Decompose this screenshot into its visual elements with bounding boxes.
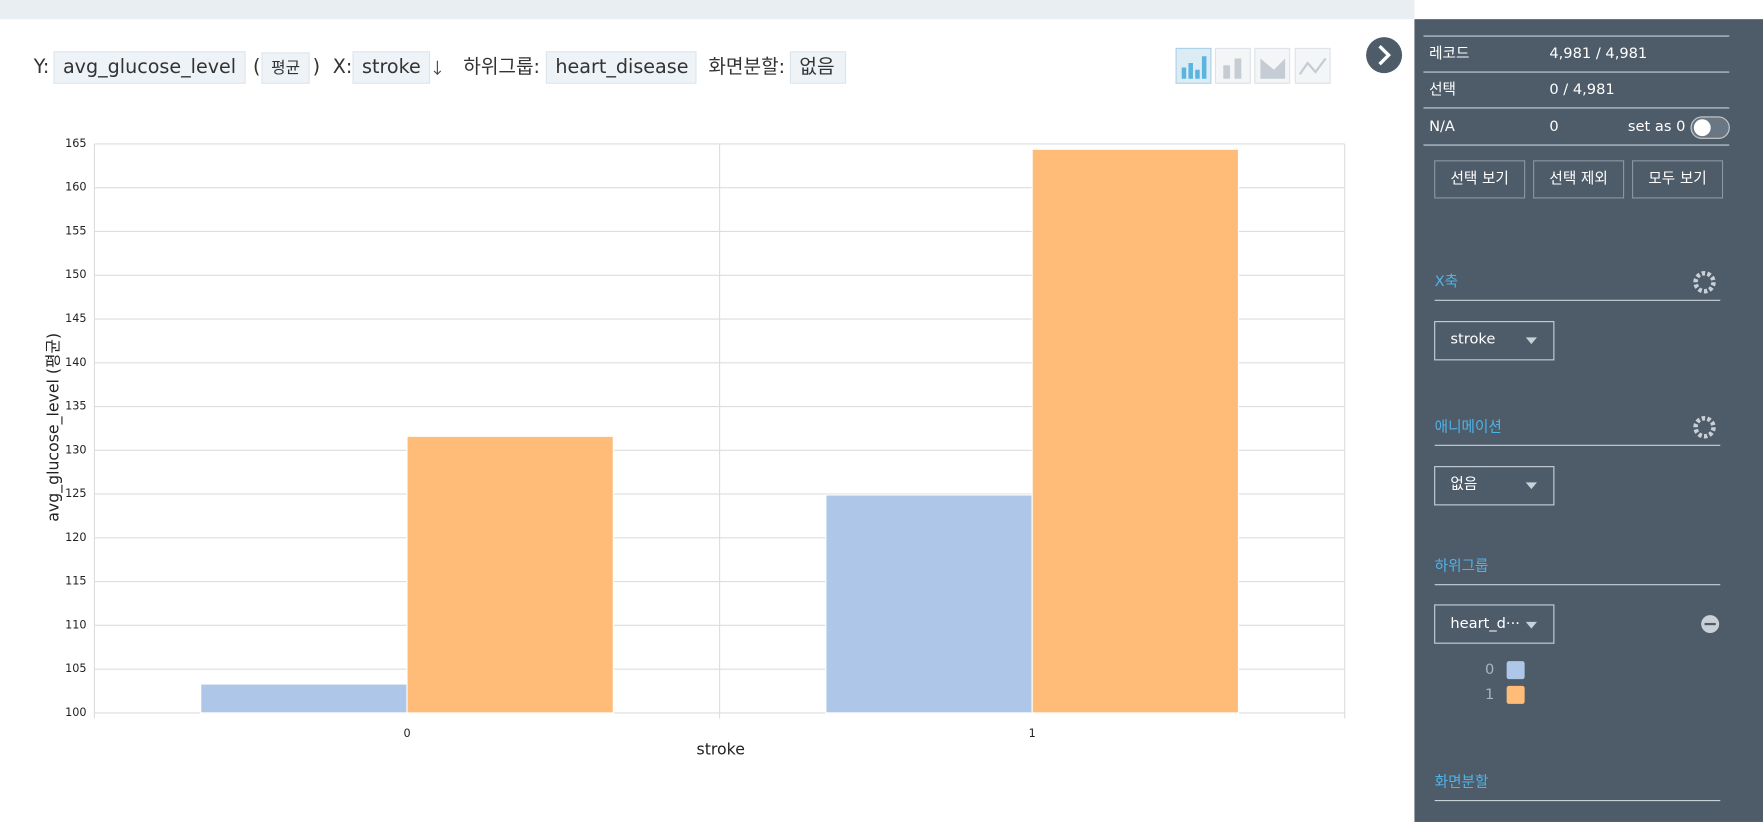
y-field[interactable]: avg_glucose_level — [63, 55, 236, 78]
button[interactable] — [1434, 160, 1526, 199]
y-tick-label: 140 — [65, 356, 86, 369]
legend-label: 1 — [1485, 686, 1494, 703]
y-tick-label: 120 — [65, 531, 86, 544]
caret — [1525, 482, 1538, 490]
sidebar: 레코드 4,981 / 4,981 선택 0 / 4,981 N/A 0 set… — [1414, 19, 1763, 822]
x-field[interactable]: stroke — [362, 55, 421, 78]
bar — [1031, 148, 1240, 714]
stat-value: 4,981 / 4,981 — [1549, 45, 1647, 62]
bar — [406, 435, 614, 714]
y-label: Y: — [33, 55, 50, 78]
bar — [825, 494, 1033, 714]
y-tick-label: 130 — [65, 443, 86, 456]
chart-type-icons — [1175, 47, 1331, 84]
icon-bar-glyph — [1181, 56, 1207, 79]
icon-area-glyph — [1260, 58, 1286, 79]
chart: stroke avg_glucose_level (평균) 100 105 110 1… — [43, 137, 1346, 758]
section-title: 하위그룹 — [1435, 558, 1489, 575]
arrow — [1378, 44, 1391, 66]
settings-icon[interactable] — [1693, 416, 1716, 439]
toggle-knob — [1693, 119, 1711, 137]
stat-label: 레코드 — [1429, 45, 1469, 62]
section-title: 화면분할 — [1435, 774, 1489, 791]
icon-line-glyph — [1298, 57, 1327, 75]
paren: ) — [313, 55, 320, 78]
caret — [1525, 337, 1538, 345]
x-axis-title: stroke — [697, 739, 745, 758]
y-axis-title: avg_glucose_level (평균) — [43, 333, 63, 522]
subgroup-label: 하위그룹: — [463, 55, 540, 78]
x-tick-label: 1 — [1029, 727, 1036, 740]
y-tick-label: 105 — [65, 662, 86, 675]
legend-label: 0 — [1485, 661, 1494, 678]
split-label: 화면분할: — [708, 55, 785, 78]
stat-label: N/A — [1429, 118, 1455, 135]
legend-swatch — [1506, 661, 1525, 680]
y-field-box[interactable] — [53, 51, 246, 84]
toggle-panel-button[interactable] — [1366, 37, 1403, 74]
y-tick-label: 160 — [65, 181, 86, 194]
settings-icon[interactable] — [1693, 271, 1716, 294]
button-label[interactable]: 선택 제외 — [1549, 170, 1607, 187]
dropdown-value[interactable]: heart_d··· — [1450, 615, 1519, 632]
y-tick-label: 165 — [65, 137, 86, 150]
stat-value: 0 — [1549, 118, 1558, 135]
y-tick-label: 145 — [65, 312, 86, 325]
y-tick-label: 150 — [65, 268, 86, 281]
icon-stacked[interactable] — [1214, 47, 1251, 84]
stat-label: 선택 — [1429, 81, 1456, 98]
button[interactable] — [1533, 160, 1625, 199]
dropdown-value[interactable]: 없음 — [1450, 476, 1477, 493]
icon-stacked-glyph — [1223, 58, 1242, 79]
y-tick-label: 155 — [65, 224, 86, 237]
split-box[interactable] — [789, 51, 847, 84]
caret — [1525, 621, 1538, 629]
agg-box[interactable] — [261, 52, 310, 84]
x-tick-label: 0 — [403, 727, 410, 740]
y-tick-label: 110 — [65, 618, 86, 631]
subgroup-box[interactable] — [545, 51, 697, 84]
icon-line[interactable] — [1294, 47, 1331, 84]
button[interactable] — [1632, 160, 1724, 199]
agg[interactable]: 평균 — [271, 58, 300, 77]
stat-value: 0 / 4,981 — [1549, 81, 1614, 98]
section-title: 애니메이션 — [1435, 418, 1502, 435]
button-label[interactable]: 선택 보기 — [1450, 170, 1508, 187]
split-value[interactable]: 없음 — [799, 55, 834, 78]
bar — [200, 683, 408, 714]
legend-swatch — [1506, 685, 1525, 704]
subgroup-field[interactable]: heart_disease — [555, 55, 688, 78]
dropdown-value[interactable]: stroke — [1450, 331, 1495, 348]
top-bar — [0, 0, 1415, 20]
set-as-0-label: set as 0 — [1628, 118, 1685, 135]
y-tick-label: 115 — [65, 575, 86, 588]
x-field-box[interactable] — [352, 51, 431, 84]
paren: ( — [253, 55, 260, 78]
button-label[interactable]: 모두 보기 — [1648, 170, 1706, 187]
y-tick-label: 100 — [65, 706, 86, 719]
y-tick-label: 135 — [65, 400, 86, 413]
sort-icon[interactable] — [433, 60, 442, 76]
section-title: X축 — [1435, 273, 1458, 290]
y-tick-label: 125 — [65, 487, 86, 500]
x-label: X: — [333, 55, 353, 78]
